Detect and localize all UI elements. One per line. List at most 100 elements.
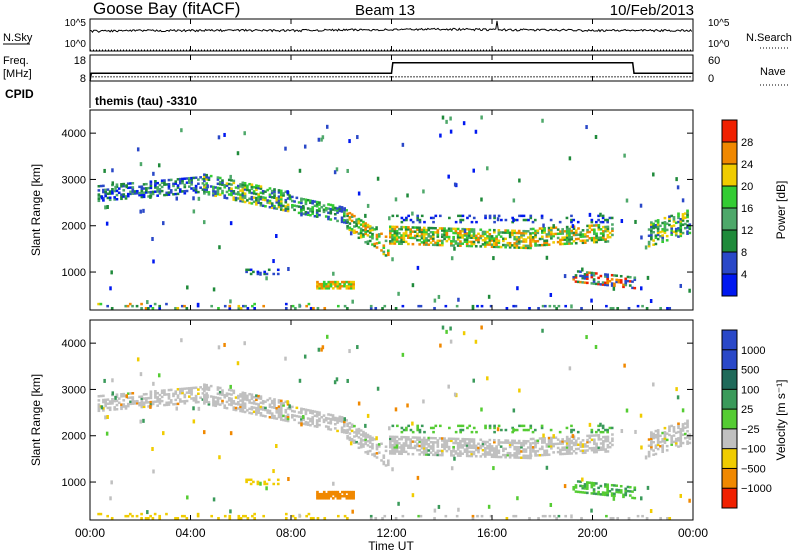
velocity-cell [229, 384, 232, 389]
velocity-cell [160, 399, 164, 403]
velocity-cell [590, 438, 594, 442]
power-cell [454, 220, 458, 224]
power-cell [602, 238, 605, 241]
velocity-cell [447, 384, 450, 389]
power-cell [302, 198, 305, 201]
power-cell [327, 215, 330, 219]
velocity-cell [568, 446, 571, 449]
velocity-cell [465, 454, 469, 458]
freq-left-unit: [MHz] [3, 68, 32, 80]
velocity-cell [588, 481, 591, 484]
velocity-cell [326, 334, 329, 339]
velocity-cell [348, 428, 352, 431]
power-cell [257, 195, 260, 198]
power-cell [318, 209, 321, 213]
power-cell [681, 219, 685, 222]
velocity-cell [340, 420, 344, 423]
velocity-cell [338, 419, 342, 423]
velocity-cell [572, 450, 576, 453]
velocity-cell [324, 419, 328, 422]
power-cell [139, 162, 143, 167]
velocity-cell [449, 326, 452, 331]
velocity-cell [436, 441, 440, 444]
power-cell [350, 280, 353, 284]
power-cell [103, 168, 106, 173]
velocity-cell [452, 445, 455, 449]
power-cell [273, 196, 276, 200]
velocity-cell [225, 406, 229, 410]
velocity-cell [318, 413, 321, 416]
velocity-cell [266, 411, 270, 414]
velocity-cell [100, 405, 104, 410]
velocity-cell [185, 391, 189, 394]
power-cell [205, 188, 208, 191]
velocity-cell [574, 490, 578, 493]
velocity-cell [194, 386, 198, 389]
velocity-cell [409, 440, 412, 443]
velocity-cell [368, 439, 372, 442]
power-cell [304, 210, 308, 214]
power-cell [407, 214, 410, 218]
power-cell [391, 236, 394, 239]
power-cell [122, 189, 126, 192]
power-cell [147, 306, 150, 310]
velocity-cell [438, 424, 442, 428]
power-cell [526, 246, 530, 250]
power-cell [538, 243, 542, 247]
power-cell [411, 230, 415, 233]
power-cell [572, 227, 576, 230]
velocity-cell [176, 402, 180, 406]
velocity-cell [565, 446, 569, 449]
velocity-cell [583, 449, 587, 452]
velocity-cell [104, 398, 107, 402]
velocity-cell [99, 512, 103, 516]
velocity-cell [187, 387, 191, 390]
power-cell [250, 183, 254, 186]
power-cell [515, 218, 519, 222]
power-cell [270, 202, 274, 205]
velocity-cell [353, 439, 356, 442]
velocity-cell [393, 443, 397, 447]
velocity-cell [167, 397, 171, 400]
power-cell [550, 235, 553, 238]
power-cell [672, 218, 676, 221]
power-cell [391, 238, 394, 241]
power-cell [565, 229, 569, 233]
velocity-cell [398, 437, 401, 441]
power-cell [236, 151, 240, 156]
power-cell [346, 306, 349, 310]
velocity-cell [497, 441, 501, 444]
power-cell [654, 223, 658, 227]
power-cell [590, 220, 594, 224]
power-cell [160, 181, 164, 185]
velocity-cell [461, 452, 465, 455]
power-cell [585, 277, 589, 280]
freq-left-tick-bottom: 8 [80, 73, 86, 85]
power-cell [336, 207, 339, 210]
velocity-cell [628, 490, 632, 493]
velocity-cell [483, 451, 487, 454]
velocity-cell [559, 452, 562, 456]
power-cell [212, 287, 216, 292]
power-cell [232, 196, 236, 199]
power-cell [279, 193, 283, 197]
power-cell [286, 203, 290, 207]
power-cell [565, 236, 569, 239]
power-cell [688, 223, 692, 226]
velocity-cell [588, 434, 592, 438]
power-cell [275, 201, 279, 204]
velocity-cell [481, 440, 485, 444]
velocity-cell [470, 452, 474, 456]
velocity-cell [395, 450, 399, 453]
power-cell [568, 229, 571, 233]
power-cell [606, 275, 609, 279]
power-cell [229, 174, 232, 179]
velocity-cell [568, 366, 572, 371]
power-cell [440, 229, 444, 232]
power-cell [338, 207, 342, 211]
power-cell [115, 183, 119, 186]
power-cell [147, 195, 150, 198]
power-cell [654, 226, 658, 229]
power-cell [663, 223, 667, 226]
velocity-cell [459, 446, 462, 449]
